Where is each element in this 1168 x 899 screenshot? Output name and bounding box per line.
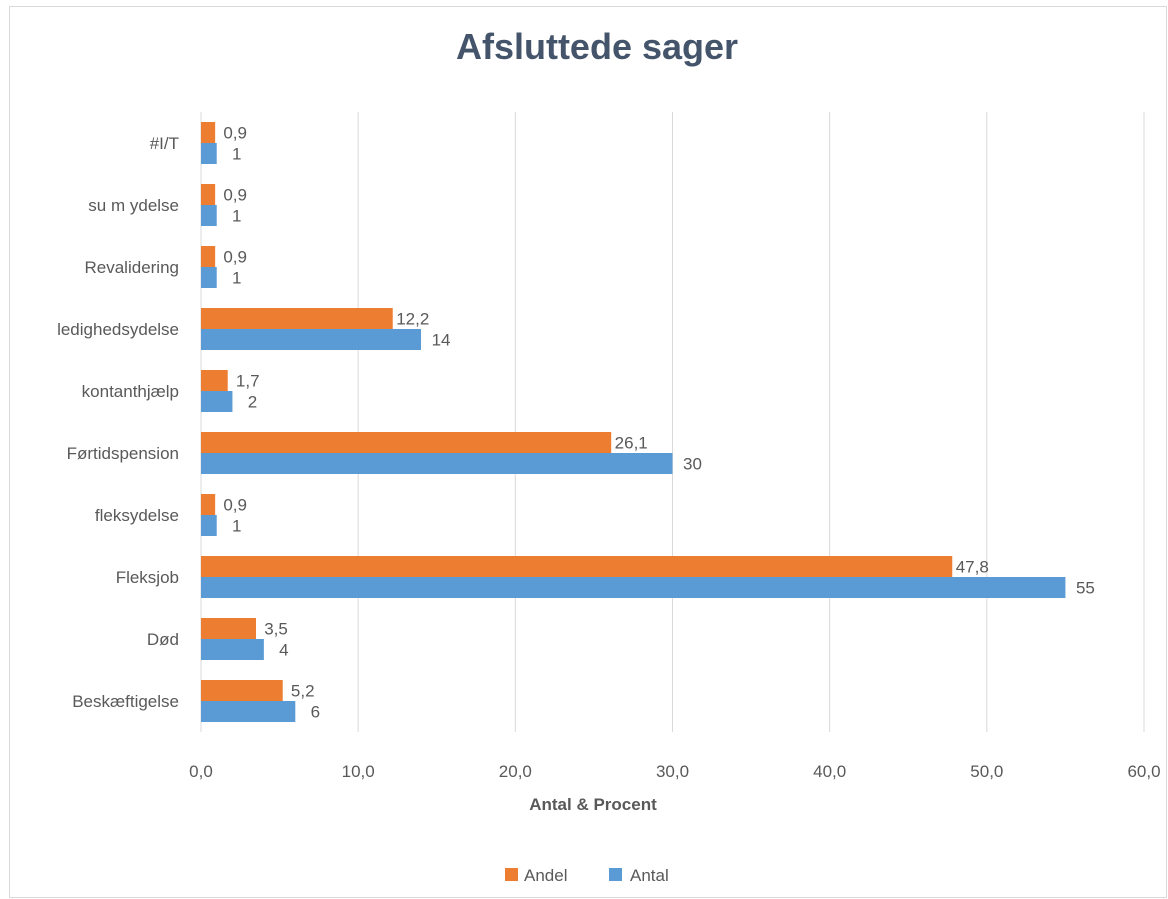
bar-antal [201,639,264,660]
gridlines [200,112,1145,732]
legend-swatch-andel [505,868,518,881]
data-label-andel: 47,8 [956,558,989,577]
bar-antal [201,329,422,350]
bar-andel [201,494,216,515]
data-label-andel: 12,2 [396,310,429,329]
category-label: Revalidering [85,258,180,277]
legend: Andel Antal [505,866,669,885]
x-tick-label: 0,0 [189,762,213,781]
data-label-antal: 1 [232,269,241,288]
bar-antal [201,143,217,164]
data-label-andel: 0,9 [223,124,247,143]
bar-andel [201,122,216,143]
data-label-andel: 26,1 [615,434,648,453]
bar-antal [201,205,217,226]
data-label-antal: 14 [432,331,451,350]
category-label: Død [147,630,179,649]
x-tick-label: 10,0 [342,762,375,781]
x-tick-labels: 0,0 10,0 20,0 30,0 40,0 50,0 60,0 [189,762,1160,781]
category-label: fleksydelse [95,506,179,525]
x-axis-title: Antal & Procent [529,795,657,814]
data-label-antal: 4 [279,641,288,660]
legend-swatch-antal [609,868,622,881]
bars [201,122,1066,722]
x-tick-label: 60,0 [1127,762,1160,781]
bar-andel [201,680,283,701]
data-label-antal: 2 [248,393,257,412]
category-label: #I/T [150,134,179,153]
bar-andel [201,308,393,329]
data-labels: 0,9 1 0,9 1 0,9 1 12,214 1,7 2 26,1 30 0,9 1 47,8 55 3,… [223,124,1095,722]
data-label-antal: 55 [1076,579,1095,598]
bar-antal [201,515,217,536]
category-label: Fleksjob [116,568,179,587]
bar-antal [201,267,217,288]
data-label-andel: 0,9 [223,248,247,267]
x-tick-label: 30,0 [656,762,689,781]
data-label-andel: 3,5 [264,620,288,639]
category-label: Førtidspension [67,444,179,463]
data-label-antal: 6 [311,703,320,722]
data-label-antal: 1 [232,145,241,164]
x-tick-label: 20,0 [499,762,532,781]
category-label: Beskæftigelse [72,692,179,711]
bar-antal [201,391,233,412]
bar-andel [201,184,216,205]
category-label: kontanthjælp [82,382,179,401]
x-tick-label: 50,0 [970,762,1003,781]
chart-title: Afsluttede sager [456,26,738,67]
category-labels: #I/T su m ydelse Revalidering ledighedsydel… [57,134,179,711]
bar-andel [201,432,612,453]
bar-andel [201,618,257,639]
category-label: ledighedsydelse [57,320,179,339]
legend-label-andel: Andel [524,866,567,885]
data-label-antal: 1 [232,207,241,226]
data-label-andel: 1,7 [236,372,260,391]
data-label-andel: 0,9 [223,496,247,515]
category-label: su m ydelse [88,196,179,215]
bar-antal [201,701,296,722]
data-label-antal: 1 [232,517,241,536]
data-label-andel: 5,2 [291,682,315,701]
legend-label-antal: Antal [630,866,669,885]
bar-andel [201,370,228,391]
data-label-andel: 0,9 [223,186,247,205]
bar-antal [201,453,673,474]
x-tick-label: 40,0 [813,762,846,781]
bar-antal [201,577,1066,598]
bar-andel [201,556,953,577]
bar-andel [201,246,216,267]
data-label-antal: 30 [683,455,702,474]
